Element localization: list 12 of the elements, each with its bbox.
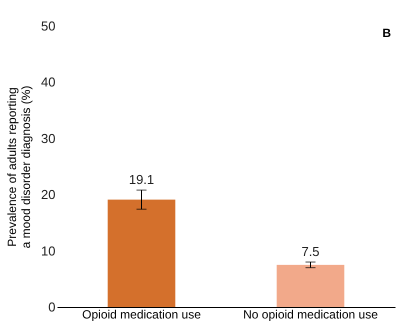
y-tick-label: 0 <box>48 300 56 314</box>
y-tick-label: 30 <box>41 130 56 146</box>
data-label: 7.5 <box>301 244 320 260</box>
y-tick-label: 10 <box>41 243 56 258</box>
y-tick-label: 40 <box>41 74 56 90</box>
y-tick-label: 20 <box>41 187 56 202</box>
x-tick-label: No opioid medication use <box>243 308 378 322</box>
data-label: 19.1 <box>128 172 154 188</box>
annotation: B <box>382 26 392 40</box>
y-axis-title: Prevalence of adults reporting a mood disorder diagnosis (%) <box>5 86 34 248</box>
x-tick-label: Opioid medication use <box>82 308 202 322</box>
y-tick-label: 50 <box>41 18 56 34</box>
